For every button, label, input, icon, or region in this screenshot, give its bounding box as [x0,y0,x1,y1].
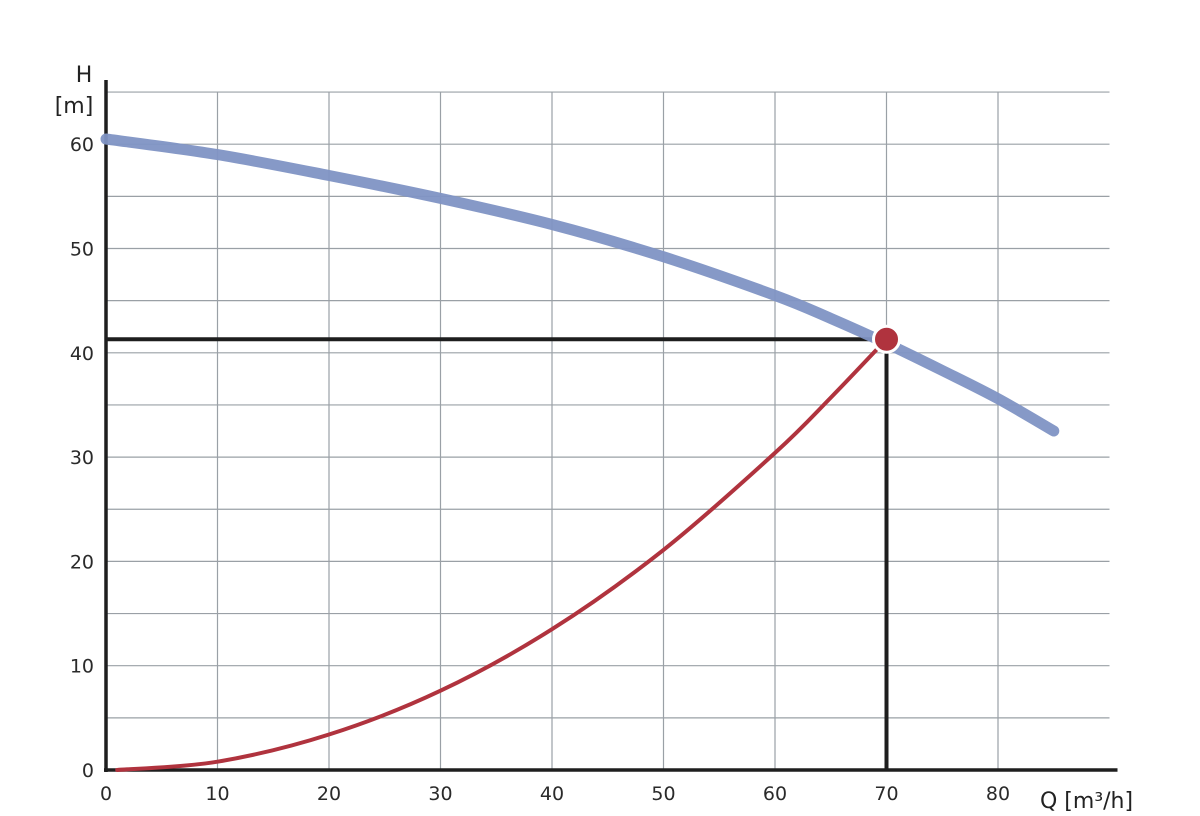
y-tick-label-0: 0 [82,760,94,782]
y-axis-label: H [76,63,93,88]
y-tick-label-50: 50 [70,239,94,261]
tick-labels: 0 10 20 30 40 50 60 70 80 0 10 20 30 40 50 60 [70,134,1010,805]
axes [104,80,1118,772]
x-axis-label: Q [m³/h] [1040,789,1133,814]
x-tick-label-50: 50 [651,783,675,805]
y-tick-label-30: 30 [70,447,94,469]
series-group [100,133,1060,772]
x-tick-label-70: 70 [874,783,898,805]
y-tick-label-60: 60 [70,134,94,156]
y-tick-label-20: 20 [70,551,94,573]
x-tick-label-40: 40 [540,783,564,805]
x-tick-label-20: 20 [317,783,341,805]
x-tick-label-60: 60 [763,783,787,805]
x-tick-label-10: 10 [205,783,229,805]
pump-curve [100,133,1060,437]
grid [106,91,1110,770]
system-curve [115,337,889,772]
operating-point-marker [872,324,901,354]
x-tick-label-30: 30 [428,783,452,805]
y-tick-label-10: 10 [70,656,94,678]
y-tick-label-40: 40 [70,343,94,365]
y-axis-unit: [m] [55,94,94,119]
x-tick-label-80: 80 [986,783,1010,805]
x-tick-label-0: 0 [100,783,112,805]
